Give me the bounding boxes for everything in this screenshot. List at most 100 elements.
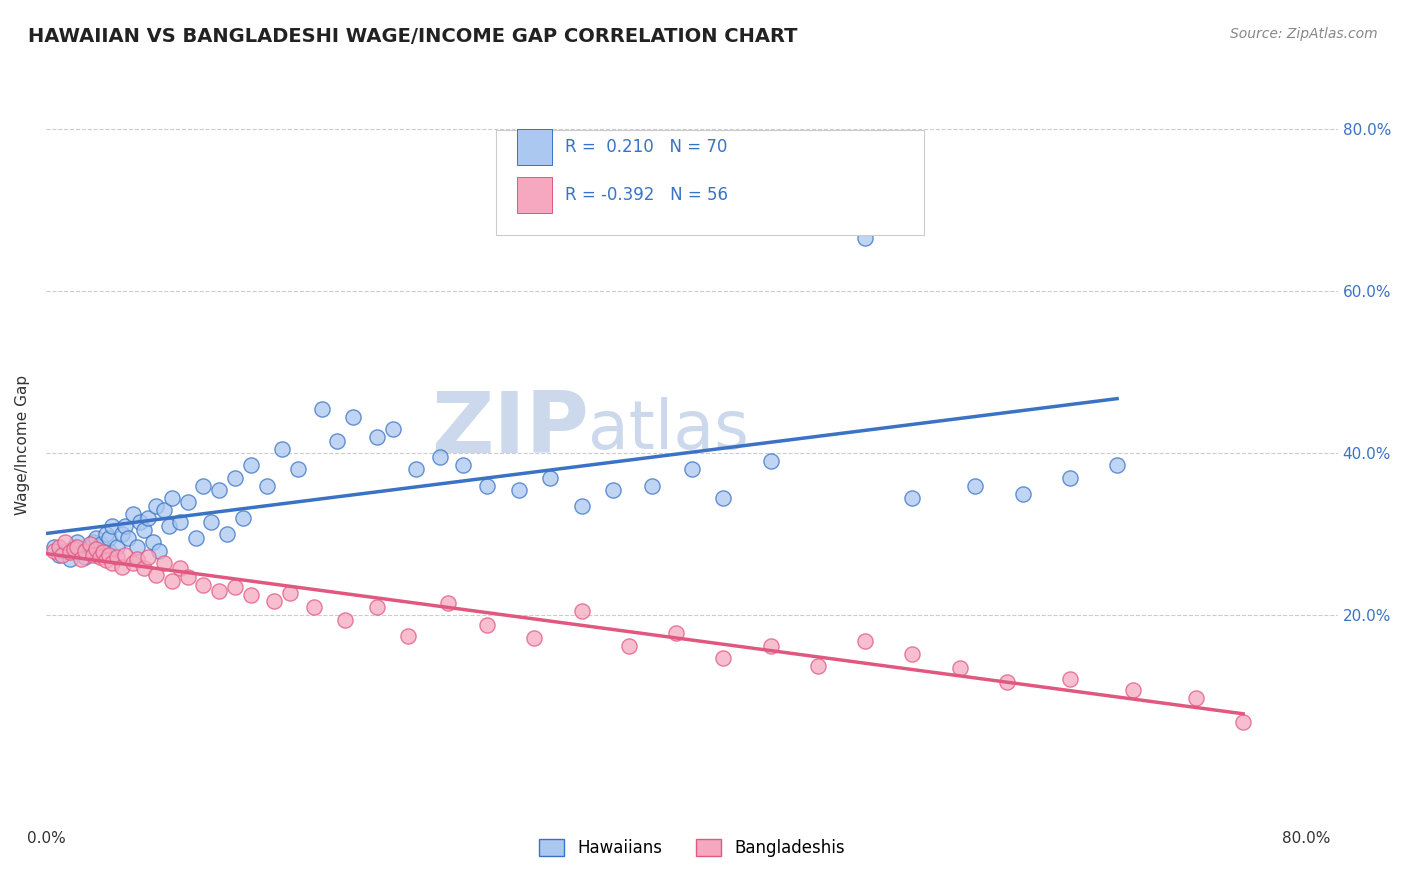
Point — [142, 535, 165, 549]
Point — [132, 561, 155, 575]
Point — [101, 556, 124, 570]
Point — [302, 600, 325, 615]
Point — [82, 535, 104, 549]
Point — [287, 462, 309, 476]
Point — [326, 434, 349, 449]
Text: R = -0.392   N = 56: R = -0.392 N = 56 — [564, 186, 727, 204]
Point — [91, 545, 114, 559]
Text: ZIP: ZIP — [430, 388, 589, 472]
Point — [110, 527, 132, 541]
Point — [641, 479, 664, 493]
Point — [665, 626, 688, 640]
Point — [311, 401, 333, 416]
Point — [475, 618, 498, 632]
Point — [617, 640, 640, 654]
Point — [86, 541, 108, 556]
Point — [759, 454, 782, 468]
Point — [129, 515, 152, 529]
Point — [132, 524, 155, 538]
Point — [48, 540, 70, 554]
Point — [901, 648, 924, 662]
Point — [1011, 487, 1033, 501]
Point — [121, 556, 143, 570]
Point — [89, 550, 111, 565]
Text: Source: ZipAtlas.com: Source: ZipAtlas.com — [1230, 27, 1378, 41]
Point — [711, 650, 734, 665]
Point — [436, 596, 458, 610]
Point — [217, 527, 239, 541]
Point — [224, 580, 246, 594]
Point — [121, 507, 143, 521]
Point — [1107, 458, 1129, 473]
Point — [59, 545, 82, 559]
Point — [75, 543, 97, 558]
Point — [66, 540, 89, 554]
Point — [94, 527, 117, 541]
Point — [1232, 715, 1254, 730]
Point — [82, 548, 104, 562]
Point — [53, 543, 76, 558]
Point — [901, 491, 924, 505]
Point — [995, 675, 1018, 690]
Point — [475, 479, 498, 493]
Point — [75, 550, 97, 565]
Point — [110, 559, 132, 574]
Point — [53, 535, 76, 549]
Point — [853, 634, 876, 648]
Legend: Hawaiians, Bangladeshis: Hawaiians, Bangladeshis — [533, 832, 851, 863]
Point — [965, 479, 987, 493]
Text: R =  0.210   N = 70: R = 0.210 N = 70 — [564, 138, 727, 156]
Point — [138, 511, 160, 525]
Point — [807, 194, 830, 209]
Point — [87, 548, 110, 562]
Point — [948, 661, 970, 675]
Point — [193, 479, 215, 493]
Point — [256, 479, 278, 493]
Y-axis label: Wage/Income Gap: Wage/Income Gap — [15, 376, 30, 516]
Point — [193, 577, 215, 591]
Point — [98, 543, 121, 558]
Point — [232, 511, 254, 525]
Point — [82, 543, 104, 558]
Point — [523, 631, 546, 645]
Point — [127, 551, 149, 566]
Point — [429, 450, 451, 465]
Point — [177, 569, 200, 583]
Point — [508, 483, 530, 497]
Point — [538, 470, 561, 484]
Point — [263, 594, 285, 608]
Point — [184, 532, 207, 546]
Point — [69, 545, 91, 559]
Point — [177, 495, 200, 509]
Point — [101, 519, 124, 533]
Point — [571, 499, 593, 513]
Point — [90, 537, 112, 551]
Point — [79, 540, 101, 554]
Point — [69, 551, 91, 566]
Point — [117, 532, 139, 546]
Point — [169, 561, 191, 575]
Point — [148, 543, 170, 558]
Point — [105, 550, 128, 565]
Point — [1122, 683, 1144, 698]
Point — [681, 462, 703, 476]
Point — [1059, 470, 1081, 484]
Point — [153, 503, 176, 517]
Point — [160, 574, 183, 589]
Text: atlas: atlas — [589, 397, 749, 463]
Point — [86, 532, 108, 546]
Point — [711, 491, 734, 505]
Point — [51, 548, 73, 562]
Point — [381, 422, 404, 436]
Point — [42, 543, 65, 558]
Point — [79, 537, 101, 551]
Point — [114, 519, 136, 533]
Point — [853, 231, 876, 245]
Point — [94, 553, 117, 567]
Point — [453, 458, 475, 473]
Point — [169, 515, 191, 529]
Point — [271, 442, 294, 457]
Point — [66, 535, 89, 549]
Point — [59, 551, 82, 566]
Point — [1185, 691, 1208, 706]
